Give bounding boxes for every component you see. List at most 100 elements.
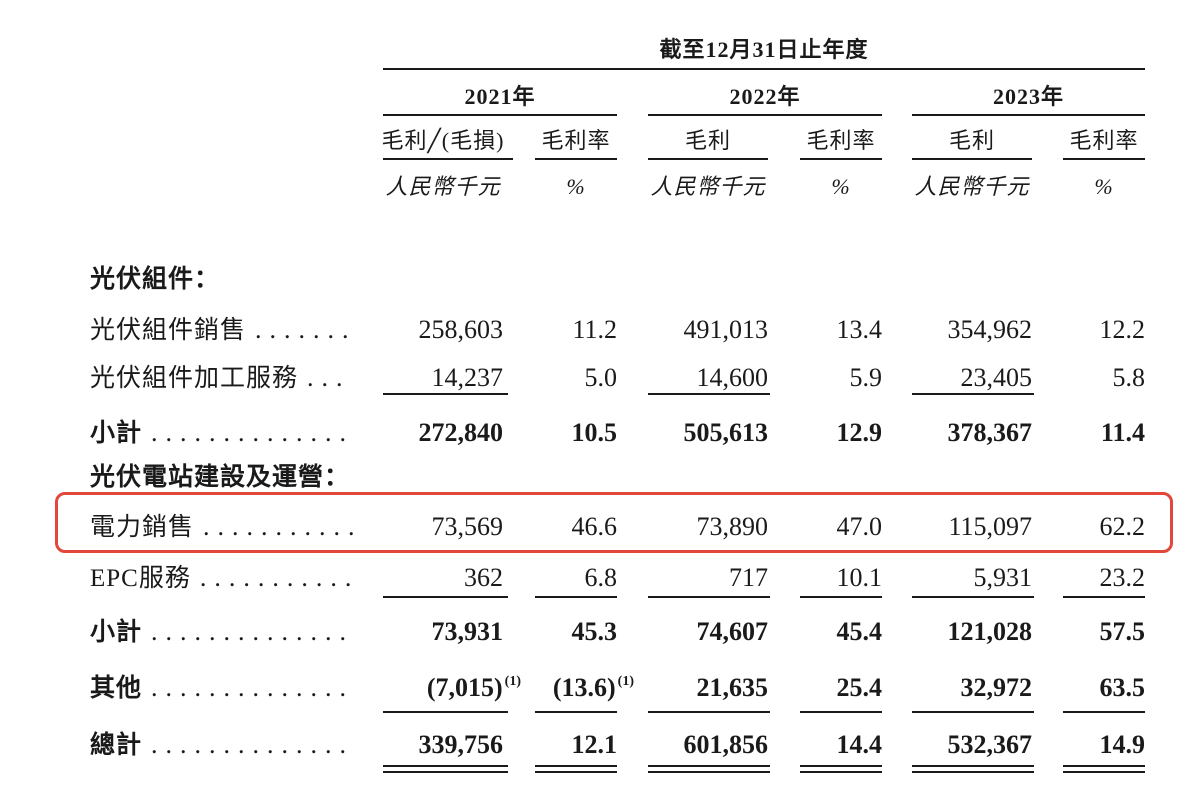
gross-margin-2021-cell: 45.3: [571, 617, 618, 646]
total-rule: [648, 711, 770, 713]
dot-leader: ..............: [151, 730, 355, 759]
subtotal-rule: [648, 393, 770, 395]
gross-profit-2023-cell: 23,405: [960, 363, 1033, 392]
year-header-2022: 2022年: [729, 84, 801, 109]
row-label: 總計..............: [90, 730, 355, 760]
gross-margin-2021-cell: 10.5: [571, 418, 618, 447]
section-label: 光伏組件：: [90, 266, 221, 293]
column-header-gross-margin-2022: 毛利率: [806, 128, 876, 153]
period-header: 截至12月31日止年度: [659, 37, 869, 62]
dot-leader: ...: [307, 363, 351, 392]
double-rule-bottom: [800, 771, 882, 773]
column-header-rule: [912, 158, 1032, 160]
row-label: 小計..............: [90, 617, 355, 647]
year-header-2021: 2021年: [464, 84, 536, 109]
double-rule-bottom: [383, 771, 508, 773]
subtotal-rule: [800, 596, 882, 598]
gross-margin-2021-cell: 5.0: [584, 363, 618, 392]
subtotal-rule: [648, 596, 770, 598]
gross-profit-2021-cell: 258,603: [418, 315, 504, 344]
gross-margin-2023-cell: 57.5: [1099, 617, 1146, 646]
cell-value: (13.6): [552, 673, 616, 702]
row-pv-modules-subtotal: 小計.............. 272,840 10.5 505,613 12…: [0, 418, 1194, 448]
gross-margin-2022-cell: 5.9: [849, 363, 883, 392]
dot-leader: .......: [255, 315, 355, 344]
double-rule-top: [383, 765, 508, 767]
year-rule-2021: [383, 114, 617, 116]
gross-profit-2021-cell: 14,237: [431, 363, 504, 392]
gross-margin-2023-cell: 12.2: [1099, 315, 1146, 344]
gross-profit-2022-cell: 717: [729, 563, 768, 592]
year-header-2023: 2023年: [992, 84, 1064, 109]
gross-profit-2022-cell: 491,013: [683, 315, 769, 344]
gross-profit-2021-cell: 73,569: [431, 512, 504, 541]
row-label: EPC服務...........: [90, 563, 355, 593]
total-rule: [800, 711, 882, 713]
column-header-rule: [648, 158, 768, 160]
gross-margin-2021-cell: 46.6: [571, 512, 618, 541]
row-pv-module-processing-services: 光伏組件加工服務... 14,237 5.0 14,600 5.9 23,405…: [0, 363, 1194, 393]
gross-profit-2023-cell: 354,962: [947, 315, 1033, 344]
row-label-text: 其他: [90, 675, 143, 702]
gross-profit-2021-cell: 362: [464, 563, 503, 592]
row-grand-total: 總計.............. 339,756 12.1 601,856 14…: [0, 730, 1194, 760]
subtotal-rule: [535, 596, 617, 598]
gross-profit-2022-cell: 21,635: [696, 673, 769, 702]
column-header-rule: [1063, 158, 1145, 160]
gross-margin-2021-cell: 11.2: [572, 315, 617, 344]
gross-margin-2023-cell: 5.8: [1112, 363, 1146, 392]
gross-margin-2022-cell: 10.1: [836, 563, 883, 592]
gross-margin-2022-cell: 45.4: [836, 617, 883, 646]
gross-margin-2021-cell: (13.6) (1): [535, 673, 634, 703]
year-rule-2023: [912, 114, 1145, 116]
gross-profit-2023-cell: 121,028: [947, 617, 1033, 646]
double-rule-bottom: [912, 771, 1034, 773]
column-header-gross-margin-2023: 毛利率: [1069, 128, 1139, 153]
double-rule-bottom: [535, 771, 617, 773]
total-rule: [535, 711, 617, 713]
gross-profit-2021-cell: 339,756: [418, 730, 504, 759]
row-label: 光伏組件銷售.......: [90, 315, 355, 345]
double-rule-top: [912, 765, 1034, 767]
double-rule-top: [800, 765, 882, 767]
row-label-text: 總計: [90, 732, 143, 759]
row-label: 電力銷售...........: [90, 512, 355, 542]
dot-leader: ...........: [199, 563, 355, 592]
gross-profit-2022-cell: 73,890: [696, 512, 769, 541]
row-pv-module-sales: 光伏組件銷售....... 258,603 11.2 491,013 13.4 …: [0, 315, 1194, 345]
column-header-gross-profit-2021: 毛利╱(毛損): [381, 128, 505, 153]
total-rule: [1063, 711, 1145, 713]
column-header-gross-margin-2021: 毛利率: [541, 128, 611, 153]
row-label: 小計..............: [90, 418, 355, 448]
row-others: 其他.............. (7,015) (1) (13.6) (1) 21…: [0, 673, 1194, 703]
row-label: 其他..............: [90, 673, 355, 703]
gross-profit-2022-cell: 14,600: [696, 363, 769, 392]
row-label-text: 光伏組件加工服務: [90, 365, 299, 392]
gross-margin-2023-cell: 14.9: [1099, 730, 1146, 759]
period-header-rule: [383, 68, 1145, 70]
dot-leader: ..............: [151, 617, 355, 646]
footnote-marker: (1): [504, 674, 521, 689]
year-rule-2022: [648, 114, 882, 116]
gross-margin-2022-cell: 25.4: [836, 673, 883, 702]
gross-margin-2021-cell: 6.8: [584, 563, 618, 592]
gross-profit-2021-cell: 272,840: [418, 418, 504, 447]
subtotal-rule: [383, 393, 508, 395]
gross-margin-2021-cell: 12.1: [571, 730, 618, 759]
gross-margin-2022-cell: 47.0: [836, 512, 883, 541]
row-label-text: 小計: [90, 420, 143, 447]
row-label-text: 光伏組件銷售: [90, 317, 247, 344]
double-rule-top: [1063, 765, 1145, 767]
total-rule: [383, 711, 508, 713]
gross-margin-2023-cell: 11.4: [1100, 418, 1145, 447]
subtotal-rule: [912, 596, 1034, 598]
gross-profit-2023-cell: 32,972: [960, 673, 1033, 702]
row-electricity-sales: 電力銷售........... 73,569 46.6 73,890 47.0 …: [0, 512, 1194, 542]
row-label: 光伏組件加工服務...: [90, 363, 355, 393]
double-rule-top: [648, 765, 770, 767]
gross-margin-2023-cell: 62.2: [1099, 512, 1146, 541]
gross-profit-2023-cell: 378,367: [947, 418, 1033, 447]
gross-profit-2021-cell: 73,931: [431, 617, 504, 646]
double-rule-bottom: [648, 771, 770, 773]
